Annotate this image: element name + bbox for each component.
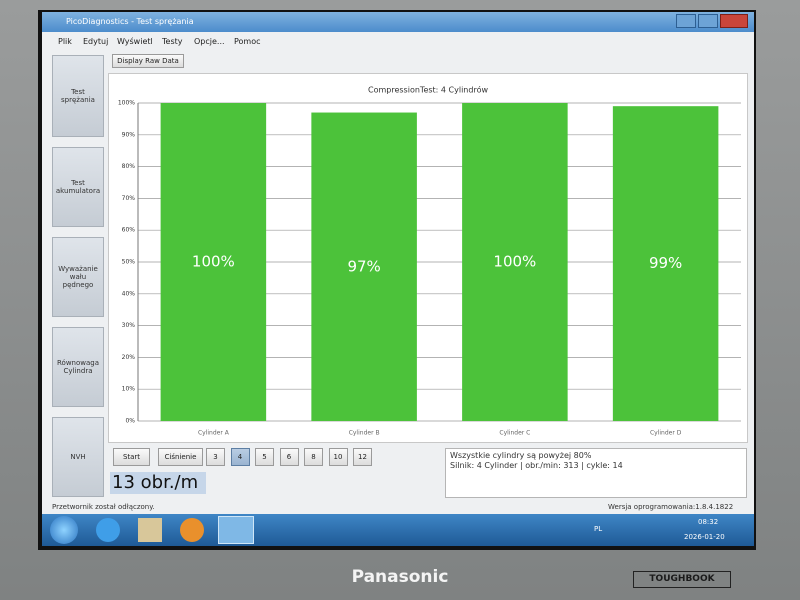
cylinder-count-button[interactable]: 5 xyxy=(255,448,274,466)
cylinder-count-button[interactable]: 12 xyxy=(353,448,372,466)
bar xyxy=(160,103,267,421)
x-tick-label: Cylinder C xyxy=(499,430,530,437)
y-tick-label: 100% xyxy=(118,100,135,107)
bar xyxy=(462,103,568,421)
cylinder-count-button[interactable]: 10 xyxy=(328,448,348,466)
menu-item[interactable]: Wyświetl xyxy=(117,37,153,46)
y-tick-label: 0% xyxy=(125,418,135,425)
value-label: 99% xyxy=(649,254,682,272)
y-tick-label: 50% xyxy=(122,259,136,266)
info-box: Wszystkie cylindry są powyżej 80% Silnik… xyxy=(445,448,747,498)
app-task[interactable] xyxy=(218,516,254,544)
bar xyxy=(311,112,417,421)
info-line: Silnik: 4 Cylinder | obr./min: 313 | cyk… xyxy=(450,461,623,470)
y-tick-label: 80% xyxy=(122,163,136,170)
cylinder-count-button[interactable]: 6 xyxy=(279,448,299,466)
y-tick-label: 60% xyxy=(122,227,136,234)
cylinder-count-button[interactable]: 3 xyxy=(206,448,225,466)
y-tick-label: 30% xyxy=(122,322,136,329)
title-bar: PicoDiagnostics - Test sprężania xyxy=(42,12,754,32)
language: PL xyxy=(594,525,603,533)
start-orb[interactable] xyxy=(50,516,78,544)
start-button[interactable]: Start xyxy=(113,448,150,466)
menu-item[interactable]: Plik xyxy=(58,37,72,46)
sidebar-button[interactable]: NVH xyxy=(52,417,104,497)
close-button[interactable] xyxy=(720,14,748,28)
sidebar-button[interactable]: Wyważanie wału pędnego xyxy=(52,237,104,317)
value-label: 97% xyxy=(347,257,380,275)
chart: CompressionTest: 4 Cylindrów 0% 10% 20% 30%… xyxy=(118,85,741,437)
value-label: 100% xyxy=(192,253,235,271)
chart-title: CompressionTest: 4 Cylindrów xyxy=(368,85,488,95)
status-right: Wersja oprogramowania:1.8.4.1822 xyxy=(608,503,734,511)
menu-item[interactable]: Testy xyxy=(162,37,183,46)
cylinder-count-button[interactable]: 4 xyxy=(230,448,250,466)
folder-icon[interactable] xyxy=(138,518,162,542)
info-line: Wszystkie cylindry są powyżej 80% xyxy=(450,451,592,460)
clock-date: 2026-01-20 xyxy=(684,533,725,541)
minimize-button[interactable] xyxy=(676,14,696,28)
rpm-readout: 13 obr./m xyxy=(110,472,206,494)
menu-item[interactable]: Edytuj xyxy=(83,37,109,46)
y-tick-label: 90% xyxy=(122,131,136,138)
browser-icon[interactable] xyxy=(96,518,120,542)
cylinder-count-button[interactable]: 8 xyxy=(304,448,323,466)
x-tick-label: Cylinder B xyxy=(349,430,380,437)
x-tick-label: Cylinder D xyxy=(650,430,682,437)
y-tick-label: 40% xyxy=(122,290,136,297)
brand: Panasonic xyxy=(351,567,449,587)
model-badge: TOUGHBOOK xyxy=(633,571,731,588)
clock-time: 08:32 xyxy=(698,518,719,526)
pressure-button[interactable]: Ciśnienie xyxy=(158,448,203,466)
bar xyxy=(612,106,719,422)
menu-item[interactable]: Pomoc xyxy=(234,37,261,46)
y-tick-label: 10% xyxy=(122,386,136,393)
y-tick-label: 20% xyxy=(122,354,136,361)
display-raw-data-button[interactable]: Display Raw Data xyxy=(112,54,184,68)
status-left: Przetwornik został odłączony. xyxy=(52,503,155,511)
chart-panel: CompressionTest: 4 Cylindrów 0% 10% 20% 30%… xyxy=(108,73,748,443)
menu-item[interactable]: Opcje... xyxy=(194,37,225,46)
y-tick-label: 70% xyxy=(122,195,136,202)
media-icon[interactable] xyxy=(180,518,204,542)
sidebar-button[interactable]: Test akumulatora xyxy=(52,147,104,227)
sidebar-button[interactable]: Równowaga Cylindra xyxy=(52,327,104,407)
value-label: 100% xyxy=(493,253,536,271)
x-tick-label: Cylinder A xyxy=(198,430,230,437)
maximize-button[interactable] xyxy=(698,14,718,28)
sidebar-button[interactable]: Test sprężania xyxy=(52,55,104,137)
